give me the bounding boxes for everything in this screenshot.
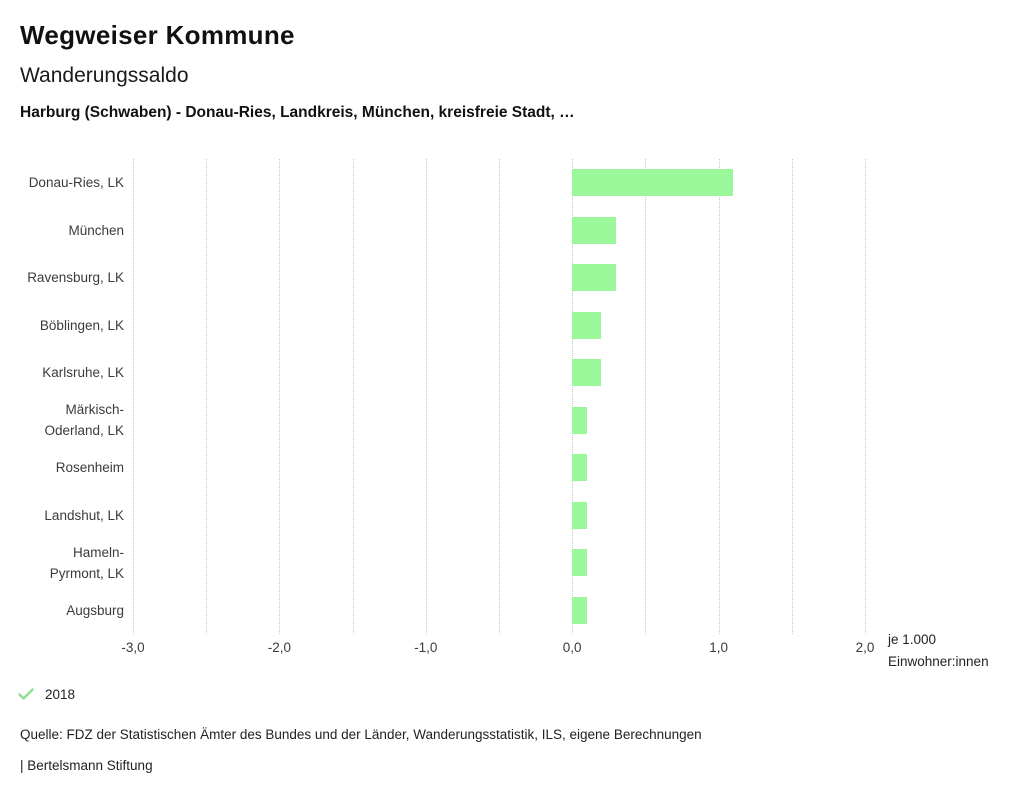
bar-ravensburg-lk[interactable] bbox=[572, 264, 617, 292]
bar-augsburg[interactable] bbox=[572, 596, 587, 624]
gridline bbox=[425, 159, 427, 634]
gridline bbox=[645, 159, 647, 634]
category-label: Donau-Ries, LK bbox=[28, 175, 124, 191]
legend-item-year[interactable]: 2018 bbox=[18, 687, 75, 702]
gridline bbox=[133, 159, 134, 634]
bar-chart: Donau-Ries, LK München Ravensburg, LK Böbli… bbox=[0, 159, 1024, 679]
x-tick-label: 2,0 bbox=[855, 640, 875, 655]
category-label: Ravensburg, LK bbox=[27, 270, 124, 286]
bar-landshut-lk[interactable] bbox=[572, 501, 587, 529]
x-tick-label: 0,0 bbox=[562, 640, 582, 655]
category-label: Landshut, LK bbox=[44, 507, 124, 523]
gridline bbox=[279, 159, 281, 634]
gridline bbox=[352, 159, 354, 634]
category-labels: Donau-Ries, LK München Ravensburg, LK Böbli… bbox=[0, 159, 124, 634]
bar-donau-ries-lk[interactable] bbox=[572, 169, 734, 197]
check-icon bbox=[18, 688, 34, 701]
page-title: Wegweiser Kommune bbox=[20, 20, 295, 50]
category-label: München bbox=[68, 222, 124, 238]
gridline bbox=[499, 159, 500, 634]
gridline bbox=[865, 159, 866, 634]
category-label: Märkisch- Oderland, LK bbox=[44, 402, 124, 439]
bar-münchen[interactable] bbox=[572, 216, 617, 244]
legend-year-label: 2018 bbox=[45, 687, 76, 702]
category-label: Augsburg bbox=[66, 602, 124, 618]
gridline bbox=[572, 159, 574, 634]
gridline bbox=[718, 159, 720, 634]
bar-böblingen-lk[interactable] bbox=[572, 311, 602, 339]
x-tick-label: -3,0 bbox=[121, 640, 145, 655]
chart-title: Wanderungssaldo bbox=[20, 64, 189, 87]
x-tick-label: -1,0 bbox=[414, 640, 438, 655]
category-label: Rosenheim bbox=[55, 460, 124, 476]
bar-rosenheim[interactable] bbox=[572, 454, 587, 482]
bar-märkisch-oderland-lk[interactable] bbox=[572, 406, 587, 434]
plot-area bbox=[133, 159, 866, 634]
x-tick-label: 1,0 bbox=[709, 640, 728, 655]
category-label: Hameln- Pyrmont, LK bbox=[49, 544, 124, 581]
gridline bbox=[791, 159, 793, 634]
source-text: Quelle: FDZ der Statistischen Ämter des … bbox=[20, 727, 702, 742]
region-subtitle: Harburg (Schwaben) - Donau-Ries, Landkre… bbox=[20, 104, 575, 121]
gridline bbox=[206, 159, 208, 634]
x-axis: -3,0 -2,0 -1,0 0,0 1,0 2,0 bbox=[0, 640, 1024, 660]
bar-karlsruhe-lk[interactable] bbox=[572, 359, 602, 387]
attribution-text: | Bertelsmann Stiftung bbox=[20, 758, 153, 773]
category-label: Böblingen, LK bbox=[39, 317, 124, 333]
category-label: Karlsruhe, LK bbox=[42, 365, 124, 381]
axis-unit-label: je 1.000 Einwohner:innen bbox=[888, 632, 989, 669]
x-tick-label: -2,0 bbox=[267, 640, 292, 655]
bar-hameln-pyrmont-lk[interactable] bbox=[572, 549, 587, 577]
